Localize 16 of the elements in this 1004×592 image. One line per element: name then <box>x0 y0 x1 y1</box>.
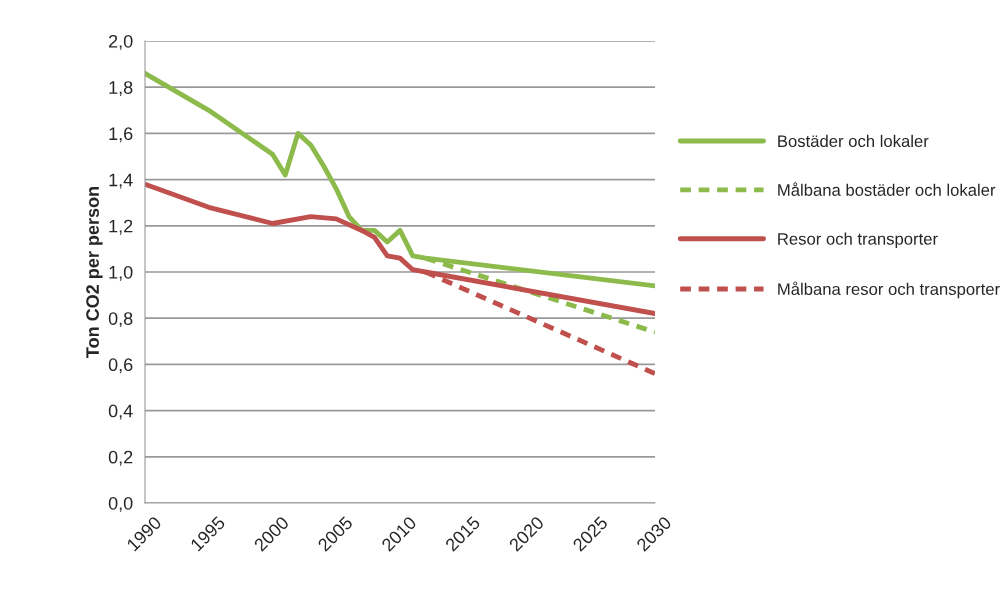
legend-label: Målbana resor och transporter <box>778 281 1000 299</box>
legend-label: Bostäder och lokaler <box>778 134 929 148</box>
legend-label: Målbana bostäder och lokaler <box>778 182 996 196</box>
y-tick-label: 0,2 <box>108 450 133 466</box>
y-axis-title: Ton CO2 per person <box>86 187 103 358</box>
y-tick-label: 1,0 <box>109 265 133 281</box>
y-tick-label: 0,0 <box>108 496 133 512</box>
y-tick-label: 0,6 <box>108 358 133 374</box>
y-tick-label: 0,4 <box>108 404 133 420</box>
y-tick-label: 2,0 <box>109 34 133 50</box>
legend-label: Resor och transporter <box>778 232 938 249</box>
y-tick-label: 0,8 <box>108 312 133 328</box>
y-tick-label: 1,8 <box>109 81 133 97</box>
y-tick-label: 1,2 <box>109 219 133 235</box>
y-tick-label: 1,4 <box>109 173 133 189</box>
y-tick-label: 1,6 <box>109 127 133 143</box>
